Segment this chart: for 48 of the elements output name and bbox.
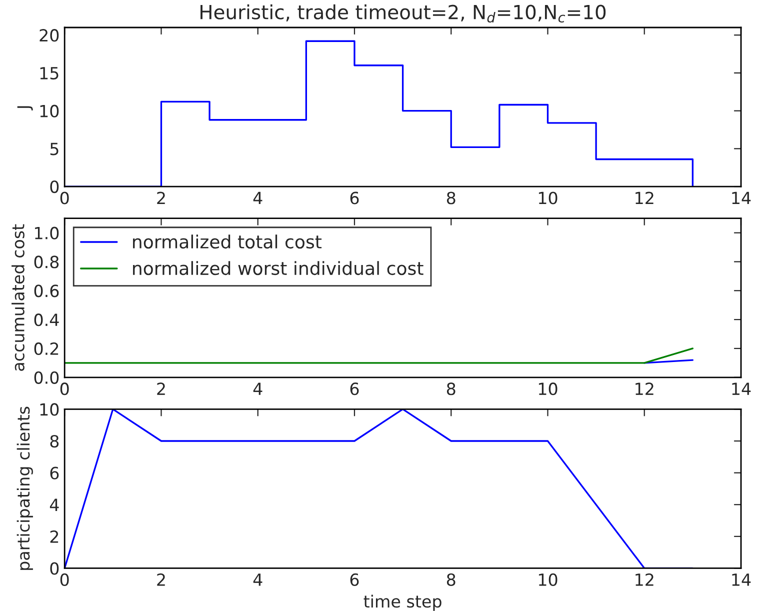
x-tick-label: 2 (157, 382, 165, 395)
y-tick-label: 2 (50, 530, 58, 543)
chart-title: Heuristic, trade timeout=2, N$_{d}$=10,N$_{c}$=10 (200, 4, 606, 23)
x-tick-label: 0 (60, 573, 69, 586)
x-tick-label: 12 (636, 573, 654, 586)
y-tick-label: 10 (40, 104, 59, 118)
x-tick-label: 10 (538, 573, 558, 586)
x-tick-label: 2 (157, 192, 165, 204)
legend-label: normalized total cost (133, 234, 322, 249)
x-tick-label: 8 (446, 573, 456, 586)
y-tick-label: 15 (40, 67, 58, 80)
y-tick-label: 1.0 (35, 226, 59, 240)
y-tick-label: 4 (50, 498, 59, 511)
x-tick-label: 6 (350, 382, 359, 396)
y-tick-label: 5 (50, 142, 58, 156)
y-tick-label: 0.8 (34, 256, 59, 268)
x-tick-label: 6 (350, 192, 359, 204)
x-tick-label: 8 (446, 192, 456, 204)
x-tick-label: 6 (350, 573, 359, 586)
y-tick-label: 0.6 (34, 284, 59, 298)
y-axis-title: accumulated cost (12, 224, 24, 371)
y-tick-label: 10 (40, 403, 59, 416)
x-tick-label: 4 (253, 574, 262, 586)
y-tick-label: 0.4 (34, 314, 59, 326)
x-tick-label: 14 (732, 192, 751, 204)
x-tick-label: 10 (538, 192, 558, 204)
x-axis-title: time step (364, 594, 442, 611)
x-tick-label: 12 (636, 382, 654, 395)
x-tick-label: 4 (253, 382, 262, 395)
x-tick-label: 2 (157, 573, 165, 586)
x-tick-label: 8 (446, 382, 456, 396)
legend-label: normalized worst individual cost (133, 261, 424, 276)
y-axis-title: participating clients (16, 406, 33, 570)
x-tick-label: 12 (636, 192, 654, 204)
x-tick-label: 4 (253, 192, 262, 204)
x-tick-label: 14 (732, 574, 751, 586)
x-tick-label: 0 (60, 382, 69, 396)
y-tick-label: 6 (50, 466, 59, 480)
y-tick-label: 8 (50, 434, 59, 448)
y-tick-label: 0 (50, 180, 59, 194)
x-tick-label: 0 (60, 192, 69, 204)
y-axis-title: J (17, 106, 33, 110)
y-tick-label: 20 (40, 29, 59, 42)
x-tick-label: 10 (538, 382, 558, 396)
y-tick-label: 0.0 (34, 371, 59, 384)
y-tick-label: 0.2 (34, 342, 58, 356)
y-tick-label: 0 (50, 562, 59, 575)
x-tick-label: 14 (732, 382, 751, 395)
